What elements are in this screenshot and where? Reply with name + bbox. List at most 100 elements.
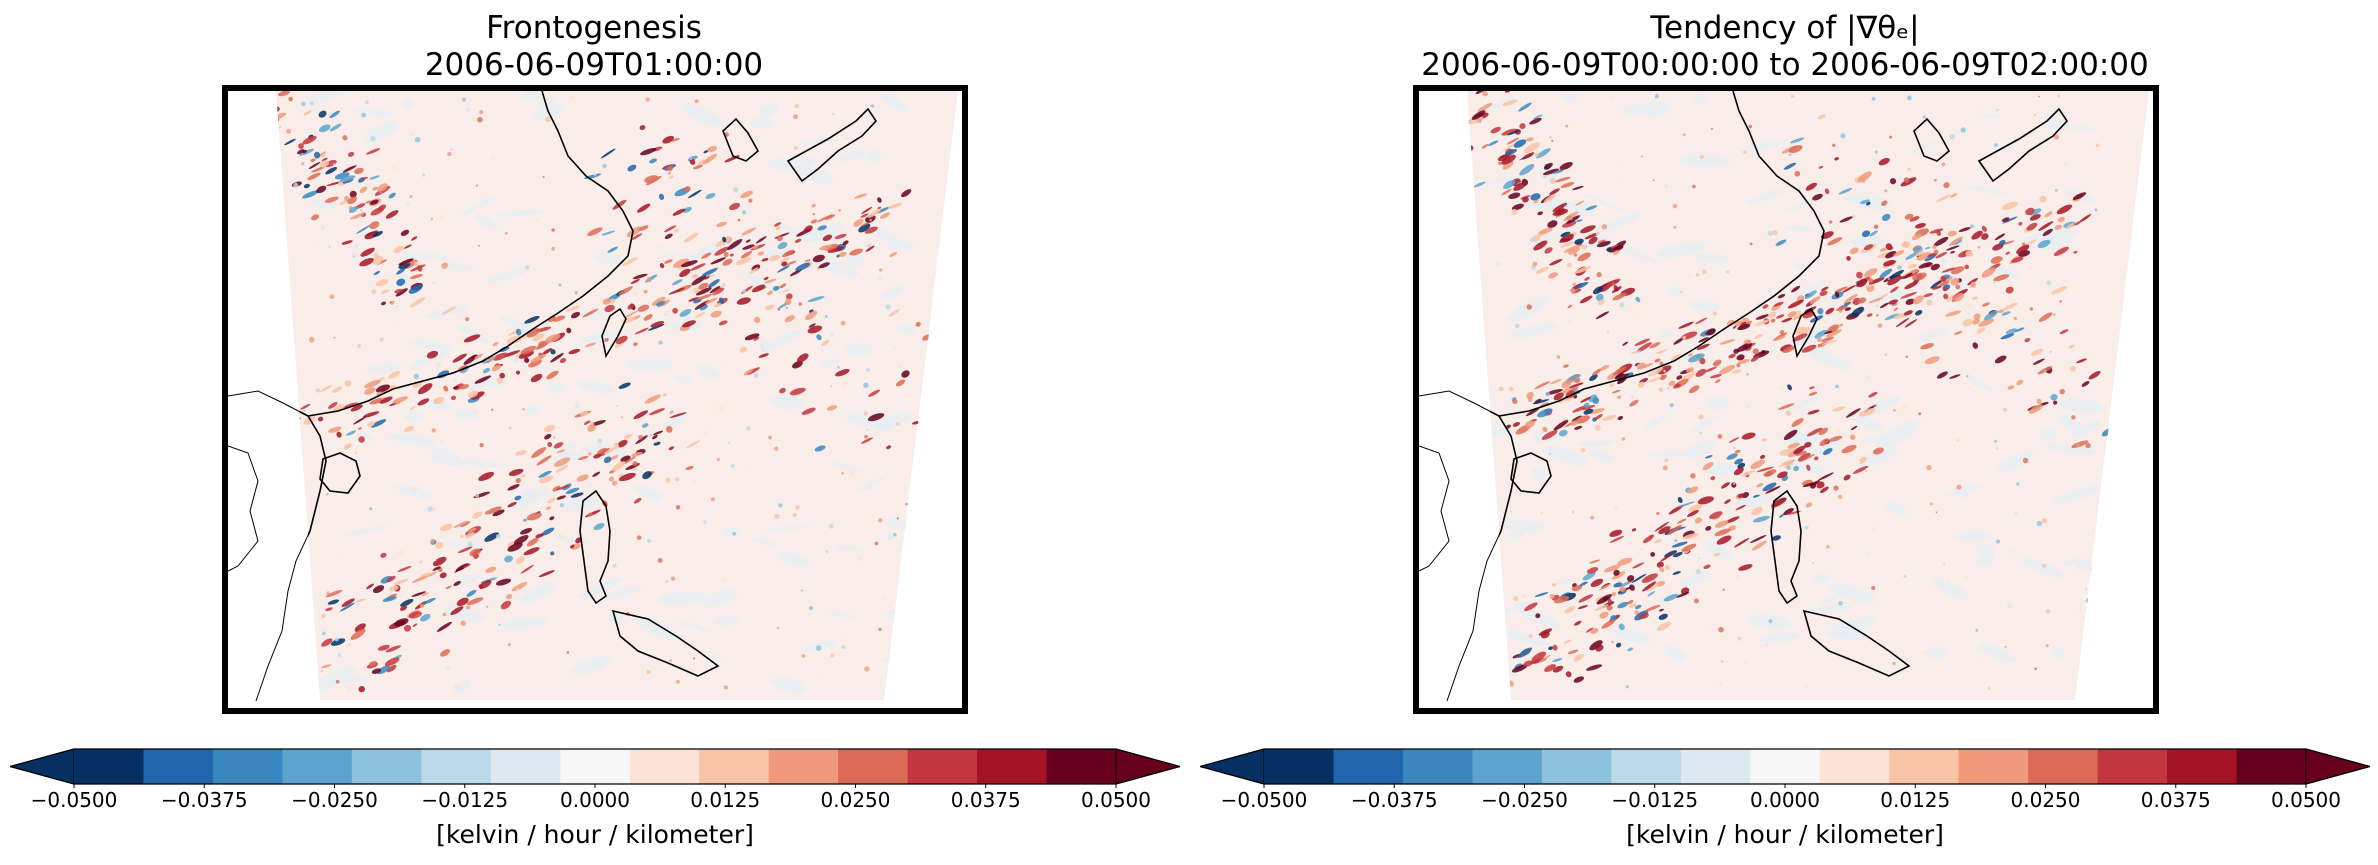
field-cell (1818, 427, 1829, 436)
colorbar-swatch (1333, 749, 1404, 784)
field-cell (593, 523, 605, 531)
field-cell (432, 556, 447, 567)
field-speckle (723, 685, 728, 690)
field-cell (1589, 640, 1603, 651)
coastline-outer (228, 445, 259, 572)
field-cell (1617, 395, 1622, 400)
field-cell (417, 383, 433, 395)
field-cell (612, 199, 627, 210)
field-haze (1540, 446, 1589, 466)
colorbar-tick-label: −0.0250 (1481, 788, 1568, 812)
field-cell (1695, 368, 1707, 377)
field-speckle (1698, 557, 1701, 560)
colorbar-swatch (907, 749, 978, 784)
field-cell (2072, 192, 2087, 200)
field-speckle (828, 523, 834, 529)
field-cell (1771, 535, 1781, 541)
field-haze (819, 359, 839, 368)
field-speckle (1573, 253, 1578, 257)
field-cell (635, 435, 648, 445)
field-cell (1592, 368, 1602, 376)
field-cell (2028, 404, 2043, 414)
field-cell (482, 368, 491, 374)
field-cell (1583, 408, 1594, 415)
field-cell (1978, 318, 1994, 327)
field-cell (326, 181, 342, 187)
field-cell (329, 110, 340, 119)
field-speckle (570, 96, 575, 101)
field-haze (1758, 632, 1800, 644)
field-speckle (2063, 161, 2067, 165)
field-speckle (1838, 494, 1843, 499)
field-cell (1737, 323, 1751, 331)
field-speckle (1664, 184, 1669, 189)
field-cell (1903, 177, 1910, 183)
field-cell (867, 413, 885, 422)
field-haze (701, 589, 738, 608)
field-speckle (1835, 384, 1839, 389)
field-cell (1965, 250, 1973, 257)
field-cell (302, 149, 307, 154)
field-cell (370, 419, 387, 428)
field-speckle (841, 472, 844, 475)
field-speckle (320, 224, 326, 230)
field-cell (1736, 342, 1753, 352)
field-cell (729, 202, 741, 211)
field-cell (1843, 474, 1851, 481)
field-haze (1477, 176, 1520, 185)
colorbar-1: −0.0500 −0.0375 −0.0250 −0.0125 0.0000 0.0125… (7, 748, 1183, 858)
field-cell (687, 189, 702, 199)
field-cell (1512, 421, 1520, 427)
field-cell (1542, 427, 1548, 433)
field-cell (330, 638, 346, 646)
field-cell (1593, 286, 1603, 295)
field-cell (1579, 295, 1593, 304)
field-cell (826, 405, 838, 411)
field-cell (1888, 299, 1899, 305)
field-haze (1927, 646, 1947, 659)
field-cell (1873, 224, 1879, 229)
field-cell (1676, 518, 1687, 524)
field-cell (346, 430, 357, 436)
field-haze (522, 91, 542, 100)
field-cell (344, 380, 352, 387)
field-speckle (692, 657, 696, 660)
field-speckle (2085, 442, 2091, 449)
field-cell (1706, 328, 1716, 336)
field-cell (451, 395, 456, 401)
field-cell (343, 402, 359, 409)
field-cell (867, 208, 881, 218)
field-cell (1752, 515, 1770, 523)
field-cell (1836, 305, 1848, 312)
field-speckle (798, 302, 803, 306)
field-cell (2000, 333, 2015, 340)
field-cell (1858, 408, 1876, 417)
field-haze (659, 252, 712, 258)
field-speckle (777, 627, 779, 629)
field-cell (1754, 319, 1770, 327)
field-speckle (815, 678, 818, 681)
field-cell (1779, 448, 1792, 456)
field-cell (672, 307, 678, 314)
field-cell (524, 315, 540, 324)
field-cell (1567, 374, 1581, 381)
field-cell (1685, 367, 1694, 373)
field-cell (1606, 247, 1612, 252)
field-cell (1891, 302, 1898, 306)
field-cell (470, 391, 485, 400)
field-haze (461, 459, 503, 468)
field-cell (1822, 448, 1833, 456)
field-cell (1866, 313, 1873, 317)
field-cell (371, 668, 382, 674)
field-speckle (667, 165, 673, 172)
field-cell (568, 348, 581, 355)
field-cell (515, 477, 521, 484)
field-cell (1635, 296, 1641, 303)
field-haze (523, 488, 541, 501)
field-cell (1752, 348, 1759, 355)
field-speckle (1634, 311, 1637, 314)
field-speckle (1887, 277, 1891, 281)
field-cell (647, 323, 665, 331)
field-cell (1560, 241, 1574, 248)
field-cell (1885, 243, 1893, 251)
